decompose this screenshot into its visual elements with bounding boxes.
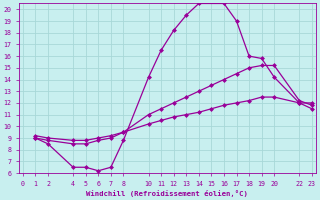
X-axis label: Windchill (Refroidissement éolien,°C): Windchill (Refroidissement éolien,°C) (86, 190, 248, 197)
